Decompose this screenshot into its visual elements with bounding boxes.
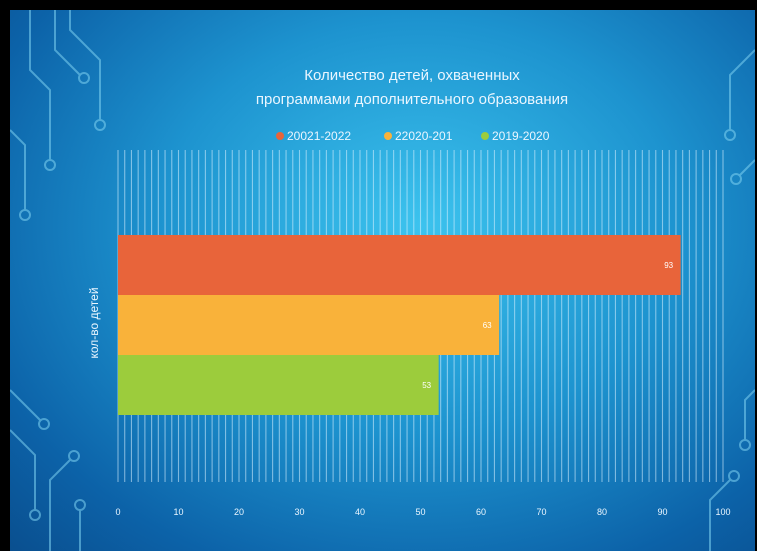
bar-1 [118,295,500,355]
legend-swatch-2 [481,132,489,140]
x-tick-label-10: 100 [715,507,730,517]
x-tick-label-0: 0 [115,507,120,517]
chart-title-line-2: программами дополнительного образования [256,91,568,108]
x-tick-label-6: 60 [476,507,486,517]
y-axis-title: кол-во детей [87,287,101,358]
slide: Количество детей, охваченных программами… [10,10,755,551]
circuit-decoration [10,10,755,551]
x-tick-label-7: 70 [536,507,546,517]
legend-swatch-0 [276,132,284,140]
bars: 93 63 53 [118,235,681,415]
x-tick-label-2: 20 [234,507,244,517]
x-tick-label-8: 80 [597,507,607,517]
legend-label-2: 2019-2020 [492,129,550,143]
bar-value-label-2: 53 [422,381,431,390]
bar-value-label-1: 63 [483,321,492,330]
x-tick-label-3: 30 [294,507,304,517]
bar-2 [118,355,439,415]
bar-0 [118,235,681,295]
x-tick-label-1: 10 [173,507,183,517]
legend: 20021-2022 22020-201 2019-2020 [276,129,550,143]
chart-title-line-1: Количество детей, охваченных [304,67,520,84]
x-axis-ticks: 0 10 20 30 40 50 60 70 80 90 100 [115,507,730,517]
bar-chart: Количество детей, охваченных программами… [87,67,731,517]
legend-swatch-1 [384,132,392,140]
x-tick-label-5: 50 [415,507,425,517]
legend-label-0: 20021-2022 [287,129,351,143]
x-tick-label-4: 40 [355,507,365,517]
bar-value-label-0: 93 [664,261,673,270]
legend-label-1: 22020-201 [395,129,453,143]
x-tick-label-9: 90 [657,507,667,517]
